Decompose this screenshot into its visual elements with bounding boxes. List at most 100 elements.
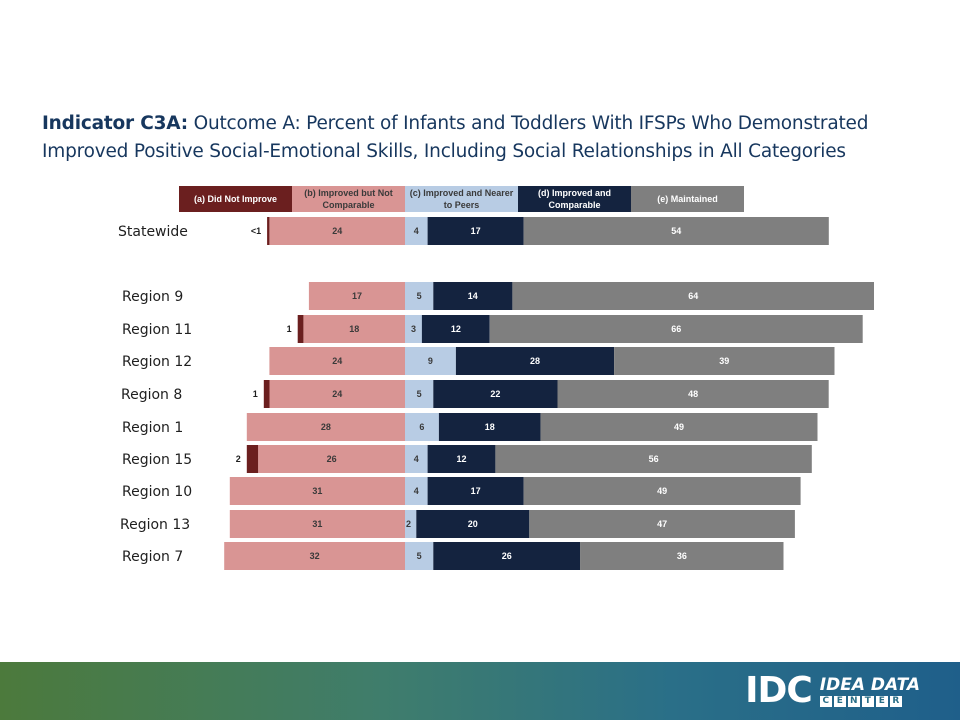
bar-row: Region 13 31 2 20 47 — [120, 510, 795, 538]
bar-segment-d — [416, 510, 530, 538]
data-label-e: 66 — [671, 324, 681, 334]
chart-title-rest: Outcome A: Percent of Infants and Toddle… — [42, 113, 869, 162]
data-label-e: 56 — [649, 454, 659, 464]
bar-row: Region 7 32 5 26 36 — [122, 542, 784, 570]
data-label-b: 24 — [332, 226, 342, 236]
data-label-c: 5 — [417, 389, 422, 399]
logo-idc-text: IDC — [745, 670, 813, 711]
bar-segment-d — [421, 315, 490, 343]
bar-segment-d — [427, 445, 496, 473]
bar-segment-b — [229, 510, 405, 538]
data-label-d: 28 — [530, 356, 540, 366]
data-label-b: 31 — [312, 519, 322, 529]
logo-center-letter: R — [889, 695, 902, 707]
bar-row: Region 12 24 9 28 39 — [122, 347, 835, 375]
bar-segment-e — [557, 380, 829, 408]
row-label: Region 13 — [120, 517, 190, 533]
bar-segment-e — [580, 542, 784, 570]
data-label-b: 24 — [332, 356, 342, 366]
bar-segment-c — [405, 217, 428, 245]
bar-row: Region 1 28 6 18 49 — [122, 413, 818, 441]
data-label-b: 32 — [310, 551, 320, 561]
bar-segment-e — [523, 217, 829, 245]
bar-segment-e — [540, 413, 818, 441]
data-label-d: 17 — [471, 226, 481, 236]
bar-segment-b — [303, 315, 405, 343]
bar-segment-b — [229, 477, 405, 505]
bar-segment-d — [427, 217, 524, 245]
data-label-b: 18 — [349, 324, 359, 334]
row-label: Region 15 — [122, 452, 192, 468]
bar-segment-d — [433, 282, 513, 310]
bar-segment-c — [405, 477, 428, 505]
data-label-d: 20 — [468, 519, 478, 529]
data-label-c: 6 — [419, 422, 424, 432]
data-label-d: 17 — [471, 486, 481, 496]
bar-segment-d — [438, 413, 541, 441]
bar-segment-b — [246, 413, 405, 441]
bar-segment-b — [269, 217, 405, 245]
bar-segment-c — [405, 282, 434, 310]
data-label-e: 54 — [671, 226, 681, 236]
bar-segment-a — [267, 217, 270, 245]
data-label-e: 49 — [674, 422, 684, 432]
data-label-d: 14 — [468, 291, 478, 301]
legend-item-d: (d) Improved and Comparable — [518, 186, 631, 212]
bar-segment-b — [269, 380, 405, 408]
legend: (a) Did Not Improve (b) Improved but Not … — [179, 186, 744, 212]
bar-segment-e — [614, 347, 835, 375]
logo-name-text: IDEA DATA — [819, 674, 920, 695]
bar-segment-e — [512, 282, 874, 310]
data-label-b: 26 — [327, 454, 337, 464]
data-label-c: 4 — [414, 226, 419, 236]
bar-segment-c — [405, 445, 428, 473]
data-label-a: <1 — [251, 226, 261, 236]
row-label: Region 11 — [122, 322, 192, 338]
data-label-b: 24 — [332, 389, 342, 399]
bar-row: Region 9 17 5 14 64 — [122, 282, 874, 310]
logo-center-letter: T — [861, 695, 874, 707]
data-label-a: 1 — [287, 324, 292, 334]
logo-center-letter: N — [847, 695, 860, 707]
bar-segment-c — [405, 542, 434, 570]
row-label: Region 1 — [122, 420, 183, 436]
logo-center-letter: E — [875, 695, 888, 707]
chart-title-bold: Indicator C3A: — [42, 113, 188, 134]
bar-segment-e — [489, 315, 863, 343]
data-label-e: 48 — [688, 389, 698, 399]
data-label-d: 12 — [451, 324, 461, 334]
bar-segment-d — [433, 380, 558, 408]
bar-segment-c — [405, 510, 417, 538]
bar-segment-a — [297, 315, 304, 343]
bar-segment-c — [405, 413, 439, 441]
row-label: Region 8 — [121, 387, 182, 403]
chart-title: Indicator C3A: Outcome A: Percent of Inf… — [42, 110, 942, 166]
bar-row: Region 15 26 2 4 12 56 — [122, 445, 812, 473]
row-label: Region 7 — [122, 549, 183, 565]
data-label-b: 31 — [312, 486, 322, 496]
bar-segment-e — [523, 477, 801, 505]
data-label-d: 26 — [502, 551, 512, 561]
data-label-b: 17 — [352, 291, 362, 301]
bar-row: Statewide 24 <1 4 17 54 — [118, 217, 829, 245]
bar-segment-b — [258, 445, 405, 473]
bar-segment-c — [405, 380, 434, 408]
bar-segment-e — [529, 510, 795, 538]
data-label-c: 3 — [411, 324, 416, 334]
bar-segment-c — [405, 315, 422, 343]
data-label-a: 2 — [236, 454, 241, 464]
bar-segment-b — [308, 282, 405, 310]
data-label-e: 49 — [657, 486, 667, 496]
legend-item-a: (a) Did Not Improve — [179, 186, 292, 212]
data-label-d: 12 — [456, 454, 466, 464]
data-label-e: 39 — [719, 356, 729, 366]
bar-row: Region 11 18 1 3 12 66 — [122, 315, 863, 343]
bar-segment-a — [263, 380, 270, 408]
data-label-d: 18 — [485, 422, 495, 432]
data-label-e: 64 — [688, 291, 698, 301]
legend-item-c: (c) Improved and Nearer to Peers — [405, 186, 518, 212]
